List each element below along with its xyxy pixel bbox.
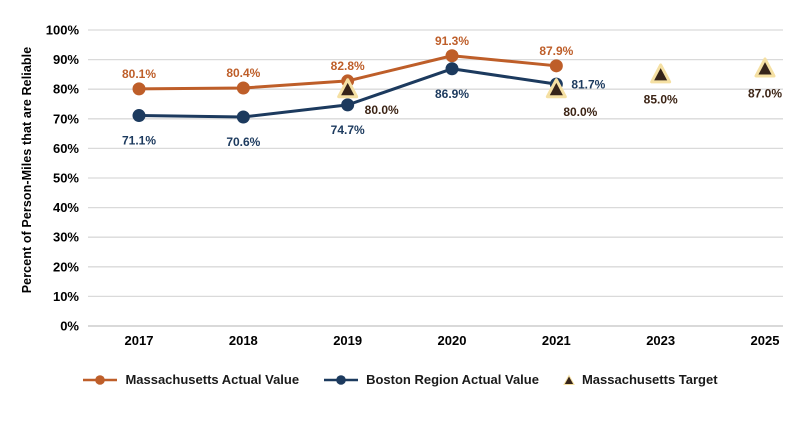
data-point-triangle-marker — [545, 78, 567, 99]
legend-label: Boston Region Actual Value — [366, 372, 539, 387]
data-point-label: 81.7% — [571, 78, 605, 92]
y-tick-label: 50% — [53, 171, 79, 186]
data-point-label: 87.9% — [539, 44, 573, 58]
data-point-circle-marker — [445, 49, 459, 63]
y-tick-label: 60% — [53, 141, 79, 156]
data-point-triangle-marker — [754, 57, 776, 78]
y-tick-label: 80% — [53, 82, 79, 97]
x-tick-label: 2017 — [125, 333, 154, 348]
y-tick-label: 10% — [53, 289, 79, 304]
data-point-triangle-marker — [337, 78, 359, 99]
x-tick-label: 2025 — [751, 333, 780, 348]
y-tick-label: 30% — [53, 230, 79, 245]
data-point-label: 82.8% — [331, 59, 365, 73]
legend-item: Boston Region Actual Value — [323, 372, 539, 387]
y-tick-label: 20% — [53, 259, 79, 274]
legend-circle-marker-icon — [324, 374, 359, 385]
data-point-circle-marker — [549, 59, 563, 73]
x-tick-label: 2019 — [333, 333, 362, 348]
y-tick-label: 100% — [46, 23, 80, 38]
y-tick-label: 0% — [60, 319, 79, 334]
x-tick-label: 2020 — [438, 333, 467, 348]
y-axis-title: Percent of Person-Miles that are Reliabl… — [20, 46, 34, 294]
x-tick-label: 2018 — [229, 333, 258, 348]
data-point-label: 80.0% — [563, 105, 597, 119]
y-tick-label: 90% — [53, 52, 79, 67]
data-point-label: 91.3% — [435, 34, 469, 48]
data-point-label: 86.9% — [435, 87, 469, 101]
legend-item: Massachusetts Target — [563, 372, 718, 387]
legend-circle-marker-icon — [83, 374, 118, 385]
data-point-circle-marker — [236, 110, 250, 124]
data-point-label: 80.1% — [122, 67, 156, 81]
data-point-label: 71.1% — [122, 134, 156, 148]
y-tick-label: 70% — [53, 111, 79, 126]
x-tick-label: 2023 — [646, 333, 675, 348]
data-point-circle-marker — [341, 98, 355, 112]
data-point-label: 80.0% — [365, 103, 399, 117]
data-point-label: 70.6% — [226, 135, 260, 149]
data-point-circle-marker — [132, 109, 146, 123]
data-point-circle-marker — [132, 82, 146, 96]
y-tick-label: 40% — [53, 200, 79, 215]
data-point-label: 80.4% — [226, 66, 260, 80]
data-point-circle-marker — [236, 81, 250, 95]
legend-label: Massachusetts Actual Value — [125, 372, 300, 387]
data-point-label: 85.0% — [644, 92, 678, 106]
data-point-triangle-marker — [650, 63, 672, 84]
data-point-label: 87.0% — [748, 86, 782, 100]
legend-triangle-marker-icon — [563, 373, 575, 385]
x-tick-label: 2021 — [542, 333, 571, 348]
data-point-label: 74.7% — [331, 123, 365, 137]
chart-legend: Massachusetts Actual Value Boston Region … — [0, 372, 800, 387]
data-point-circle-marker — [445, 62, 459, 76]
legend-label: Massachusetts Target — [581, 372, 718, 387]
legend-item: Massachusetts Actual Value — [82, 372, 299, 387]
